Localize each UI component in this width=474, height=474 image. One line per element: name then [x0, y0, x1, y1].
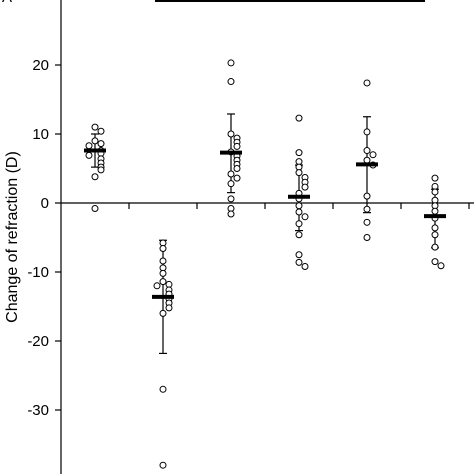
group-6 [424, 174, 446, 270]
data-point [431, 188, 439, 196]
data-point [159, 461, 167, 469]
data-point [431, 258, 439, 266]
data-point [363, 147, 371, 155]
group-2 [152, 239, 174, 469]
data-point [165, 304, 173, 312]
x-ticks [128, 203, 470, 209]
data-point [227, 180, 235, 188]
data-point [295, 258, 303, 266]
y-tick-label: -10 [27, 264, 49, 281]
data-point [227, 59, 235, 67]
group-5 [356, 79, 378, 241]
data-point [233, 165, 241, 172]
data-point [159, 245, 167, 253]
data-point [301, 183, 309, 191]
data-point [295, 169, 303, 177]
data-point [159, 309, 167, 317]
data-point [97, 166, 105, 174]
data-point [301, 262, 309, 270]
data-point [91, 205, 99, 213]
data-point [363, 205, 371, 213]
data-point [153, 282, 161, 290]
data-point [85, 151, 93, 159]
data-point [369, 151, 377, 159]
data-point [295, 149, 303, 157]
data-point [295, 202, 303, 210]
y-tick-label: 0 [41, 195, 49, 212]
data-point [233, 142, 241, 150]
data-point [295, 220, 303, 228]
data-point [431, 224, 439, 232]
data-point [227, 210, 235, 218]
y-tick-label: -30 [27, 402, 49, 419]
y-axis-title: Change of refraction (D) [4, 151, 21, 323]
data-point [227, 195, 235, 203]
group-4 [288, 114, 310, 270]
data-point [233, 174, 241, 182]
data-point [363, 128, 371, 136]
data-point [227, 170, 235, 178]
y-tick-label: 10 [32, 126, 49, 143]
data-point [301, 213, 309, 221]
data-point [295, 231, 303, 239]
data-point [159, 269, 167, 277]
group-3 [220, 59, 242, 218]
data-point [91, 173, 99, 181]
data-point [227, 130, 235, 138]
data-point [295, 208, 303, 216]
data-point [159, 385, 167, 393]
data-point [159, 278, 167, 286]
data-point [97, 127, 105, 135]
data-point [431, 243, 439, 251]
data-groups [84, 59, 446, 469]
data-point [363, 218, 371, 226]
y-tick-label: -20 [27, 333, 49, 350]
data-point [85, 142, 93, 150]
data-point [363, 156, 371, 164]
data-point [363, 192, 371, 200]
data-point [363, 79, 371, 87]
data-point [431, 174, 439, 182]
data-point [431, 207, 439, 215]
group-1 [84, 123, 106, 213]
data-point [97, 140, 105, 148]
data-point [295, 114, 303, 122]
data-point [91, 123, 99, 131]
data-point [437, 262, 445, 270]
data-point [363, 234, 371, 241]
data-point [295, 251, 303, 259]
y-ticks: 20 10 0 -10 -20 -30 [27, 57, 61, 419]
panel-letter: A [2, 0, 12, 6]
data-point [227, 78, 235, 86]
data-point [431, 231, 439, 239]
data-point [159, 257, 167, 265]
y-tick-label: 20 [32, 57, 49, 74]
data-point [91, 137, 99, 145]
